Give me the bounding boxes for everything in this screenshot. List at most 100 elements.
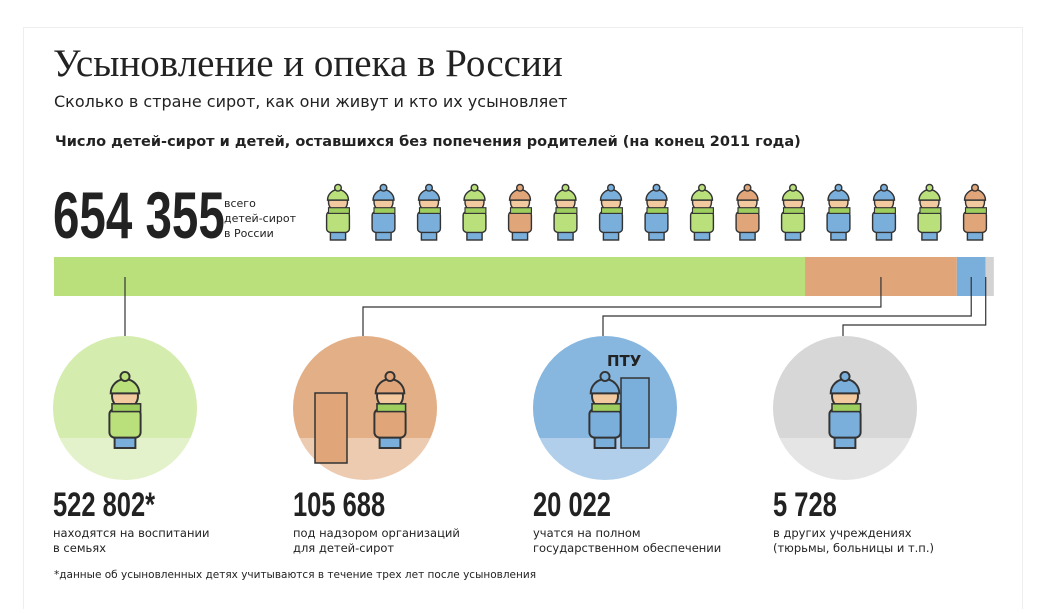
kid-pompom [970,183,980,192]
kid-scarf [646,207,669,214]
kid-pompom [561,183,570,192]
kid-pompom [424,183,434,192]
subtitle: Сколько в стране сирот, как они живут и … [54,92,567,111]
total-caption: детей-сирот [224,212,297,225]
total-caption: всего [224,197,256,210]
kid-icon [553,183,578,241]
kid-body [416,210,442,234]
group-caption: находятся на воспитании [53,526,209,540]
bar-segment [985,257,994,296]
kid-pompom [925,183,934,192]
circle-floor [59,438,191,482]
title: Усыновление и опека в России [53,42,563,85]
kid-scarf [376,403,407,413]
kid-body [373,408,407,439]
bar-segment [54,257,806,296]
kid-pompom [606,183,616,192]
kid-pompom [379,183,388,192]
door [620,377,650,449]
kid-pompom [652,183,661,192]
kid-icon [828,370,862,449]
connector [842,277,987,336]
kid-icon [108,370,142,449]
kid-body [917,210,942,234]
kid-body [826,210,851,234]
kid-icon [826,183,851,241]
kid-body [598,210,624,234]
kid-scarf [327,207,350,214]
kid-body [371,210,396,234]
kid-icon [689,183,715,241]
kid-body [507,210,533,234]
group-caption: в семьях [53,541,106,555]
kid-pompom [697,183,707,192]
kid-icon [871,183,897,241]
connector [602,277,972,336]
kid-icon [462,183,487,241]
group-caption: государственном обеспечении [533,541,721,555]
group-number: 20 022 [533,487,611,524]
connector [362,277,882,336]
kid-body [780,210,806,234]
card [23,27,1023,613]
circle-floor [779,438,911,482]
group-caption: под надзором организаций [293,526,460,540]
kid-pompom [839,370,851,383]
kid-body [588,408,622,439]
kid-scarf [418,207,441,214]
total-number: 654 355 [53,179,225,252]
kid-scarf [373,207,396,214]
kid-body [325,210,351,234]
kid-body [553,210,578,234]
kid-icon [325,183,351,241]
kid-body [689,210,715,234]
kid-scarf [111,403,142,413]
kid-pompom [470,183,479,192]
kid-pompom [834,183,843,192]
kid-pompom [119,370,131,383]
door [314,392,348,464]
kid-pompom [599,370,611,383]
kid-scarf [691,207,714,214]
group-caption: в других учреждениях [773,526,912,540]
circle-floor [539,438,671,482]
kid-pompom [788,183,798,192]
kid-icon [416,183,442,241]
kid-pompom [515,183,525,192]
kid-icon [962,183,988,241]
kid-icon [598,183,624,241]
group-number: 522 802* [53,487,155,524]
kid-body [735,210,760,234]
kid-pompom [384,370,396,383]
kid-scarf [828,207,851,214]
kid-body [871,210,897,234]
kid-scarf [464,207,487,214]
group-caption: для детей-сирот [293,541,394,555]
section-title: Число детей-сирот и детей, оставшихся бе… [55,134,801,150]
kid-icon [588,370,622,449]
kid-icon [735,183,760,241]
kid-scarf [831,403,862,413]
kid-icon [917,183,942,241]
kid-body [828,408,862,439]
group-number: 5 728 [773,487,837,524]
kid-icon [507,183,533,241]
group-caption: (тюрьмы, больницы и т.п.) [773,541,934,555]
kid-icon [371,183,396,241]
kid-scarf [737,207,760,214]
group-number: 105 688 [293,487,385,524]
sign: ПТУ [607,352,642,370]
kid-scarf [782,207,805,214]
kid-scarf [591,403,622,413]
group-caption: учатся на полном [533,526,641,540]
kid-body [962,210,988,234]
kid-body [462,210,487,234]
kid-pompom [879,183,889,192]
kid-pompom [333,183,343,192]
kid-scarf [600,207,623,214]
kid-body [644,210,669,234]
kid-scarf [964,207,987,214]
kid-body [108,408,142,439]
kid-scarf [873,207,896,214]
